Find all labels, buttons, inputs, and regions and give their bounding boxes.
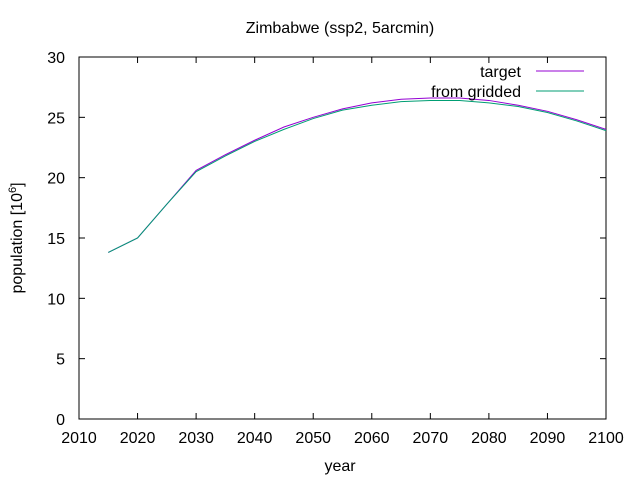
legend: target from gridded: [431, 64, 584, 101]
x-tick-label: 2050: [295, 430, 331, 447]
plot-frame: [78, 56, 607, 420]
y-tick-label: 0: [56, 412, 65, 429]
y-tick-label: 15: [47, 231, 65, 248]
x-tick-label: 2040: [237, 430, 273, 447]
legend-label-1: from gridded: [431, 84, 521, 101]
series-lines: [108, 97, 607, 253]
x-tick-label: 2020: [120, 430, 156, 447]
y-tick-label: 20: [47, 171, 65, 188]
y-tick-label: 5: [56, 352, 65, 369]
y-axis-label-suffix: ]: [9, 182, 26, 186]
y-axis-label-exponent: 6: [7, 187, 19, 193]
x-tick-label: 2090: [530, 430, 566, 447]
series-line-1: [108, 99, 607, 253]
x-axis-label: year: [324, 458, 356, 475]
y-tick-label: 10: [47, 291, 65, 308]
y-tick-label: 25: [47, 110, 65, 127]
x-tick-label: 2070: [413, 430, 449, 447]
chart-title: Zimbabwe (ssp2, 5arcmin): [246, 20, 435, 37]
y-axis-label-prefix: population [10: [9, 193, 26, 294]
x-tick-label: 2060: [354, 430, 390, 447]
legend-label-0: target: [480, 64, 521, 81]
x-tick-label: 2100: [588, 430, 624, 447]
x-tick-label: 2080: [471, 430, 507, 447]
series-line-0: [108, 97, 607, 253]
y-axis: 0 5 10 15 20 25 30: [47, 50, 606, 429]
x-axis: 2010 2020 2030 2040 2050 2060 2070 2080 2090 2100: [61, 57, 624, 447]
x-tick-label: 2030: [178, 430, 214, 447]
y-tick-label: 30: [47, 50, 65, 67]
x-tick-label: 2010: [61, 430, 97, 447]
y-axis-label: population [106]: [7, 182, 26, 293]
